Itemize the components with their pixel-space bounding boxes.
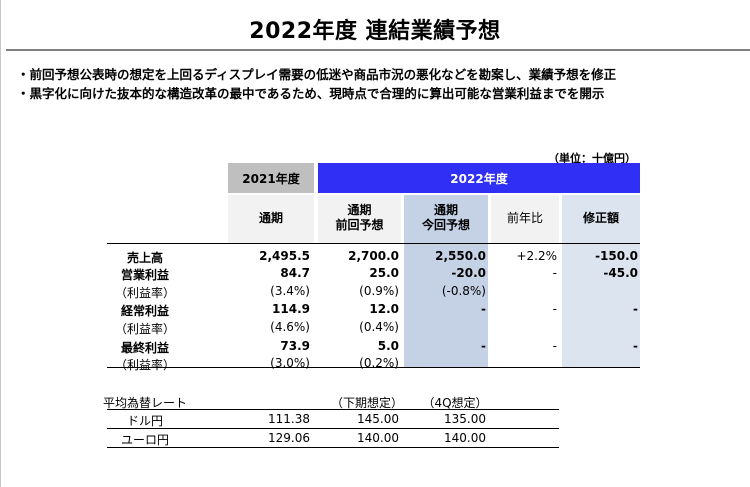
cell-value: 145.00: [357, 412, 399, 426]
row-label-margin: （利益率）: [114, 358, 175, 372]
page-title: 2022年度 連結業績予想: [249, 19, 501, 44]
header-fy2021: 2021年度: [228, 163, 314, 193]
cell-value: -: [552, 302, 557, 316]
cell-value: 12.0: [369, 302, 399, 316]
row-label-ordinary-profit: 経常利益: [120, 304, 169, 318]
bullet-item: ・前回予想公表時の想定を上回るディスプレイ需要の低迷や商品市況の悪化などを勘案し…: [17, 67, 617, 82]
cell-value: -: [481, 339, 486, 353]
col-header-line: 今回予想: [421, 218, 470, 232]
col-header-line: 通期: [433, 203, 458, 217]
cell-value: (0.2%): [359, 356, 399, 370]
col-header-yoy: 前年比: [506, 211, 543, 225]
cell-value: 25.0: [369, 266, 399, 280]
cell-value: 129.06: [268, 431, 310, 445]
cell-value: 114.9: [272, 302, 310, 316]
header-fy2022: 2022年度: [318, 163, 640, 193]
fx-label-eur: ユーロ円: [120, 433, 169, 447]
fx-rule-bottom: [107, 447, 559, 448]
fx-header-4q: （4Q想定）: [422, 396, 488, 410]
col-header-fy2021-full: 通期: [258, 211, 283, 225]
bullet-item: ・黒字化に向けた抜本的な構造改革の最中であるため、現時点で合理的に算出可能な営業…: [17, 86, 605, 101]
column-band-current-forecast: [404, 195, 488, 367]
col-header-current-forecast: 通期 今回予想: [404, 203, 488, 233]
cell-value: (3.4%): [270, 284, 310, 298]
cell-value: 111.38: [268, 412, 310, 426]
column-band-revision: [562, 195, 640, 367]
cell-value: -150.0: [595, 249, 638, 263]
col-header-revision: 修正額: [582, 211, 619, 225]
row-label-net-profit: 最終利益: [120, 341, 169, 355]
cell-value: 2,700.0: [348, 249, 399, 263]
cell-value: -: [552, 266, 557, 280]
cell-value: 2,495.5: [259, 249, 310, 263]
cell-value: (0.9%): [359, 284, 399, 298]
col-header-line: 通期: [347, 203, 372, 217]
cell-value: +2.2%: [516, 249, 557, 263]
row-label-margin: （利益率）: [114, 286, 175, 300]
cell-value: (3.0%): [270, 356, 310, 370]
fx-rule-mid: [107, 428, 559, 429]
cell-value: -: [552, 339, 557, 353]
unit-label: （単位：十億円）: [548, 152, 636, 165]
column-band-yoy: [491, 195, 559, 243]
col-header-line: 前回予想: [335, 218, 384, 232]
cell-value: 84.7: [280, 266, 310, 280]
cell-value: (-0.8%): [441, 284, 486, 298]
fx-label-usd: ドル円: [126, 414, 163, 428]
table-rule-top: [107, 243, 640, 244]
row-label-revenue: 売上高: [126, 251, 163, 265]
cell-value: -: [481, 302, 486, 316]
cell-value: 140.00: [444, 431, 486, 445]
cell-value: -: [633, 302, 638, 316]
title-divider: [6, 49, 750, 51]
cell-value: -: [633, 339, 638, 353]
column-band-fy2021: [228, 195, 314, 243]
cell-value: 5.0: [377, 339, 399, 353]
fx-rate-title: 平均為替レート: [103, 396, 188, 410]
column-band-previous-forecast: [318, 195, 401, 243]
row-label-margin: （利益率）: [114, 322, 175, 336]
col-header-previous-forecast: 通期 前回予想: [318, 203, 401, 233]
row-label-operating-profit: 営業利益: [120, 268, 169, 282]
table-rule-bottom: [107, 367, 640, 368]
cell-value: 135.00: [444, 412, 486, 426]
cell-value: 73.9: [280, 339, 310, 353]
cell-value: 140.00: [357, 431, 399, 445]
slide-border: [0, 0, 1, 487]
fx-header-h2: （下期想定）: [331, 396, 404, 410]
cell-value: 2,550.0: [435, 249, 486, 263]
fx-rule-top: [107, 409, 559, 410]
cell-value: -45.0: [603, 266, 638, 280]
bullet-list: ・前回予想公表時の想定を上回るディスプレイ需要の低迷や商品市況の悪化などを勘案し…: [17, 65, 616, 103]
cell-value: (4.6%): [270, 320, 310, 334]
cell-value: -20.0: [451, 266, 486, 280]
cell-value: (0.4%): [359, 320, 399, 334]
